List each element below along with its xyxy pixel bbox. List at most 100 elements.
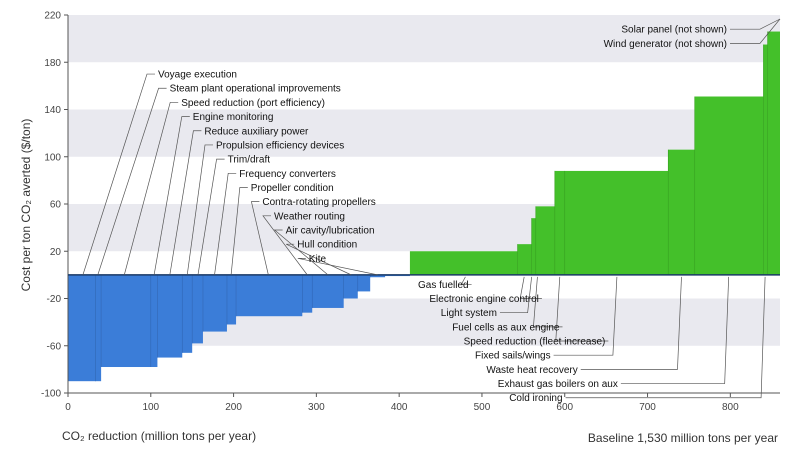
measure-label: Hull condition (297, 240, 357, 251)
x-tick-label: 400 (391, 402, 408, 413)
negative-bar (357, 274, 371, 292)
label-leader (297, 257, 378, 276)
positive-cost-bars (409, 31, 780, 275)
positive-bar (763, 44, 768, 275)
measure-label: Weather routing (274, 211, 345, 222)
measure-label: Waste heat recovery (486, 365, 577, 376)
negative-bar (370, 274, 386, 278)
label-leader (153, 116, 190, 275)
negative-bar (226, 274, 237, 325)
grid-band (68, 15, 780, 63)
negative-bar (101, 274, 151, 368)
negative-bar (202, 274, 227, 332)
y-tick-label: 20 (50, 247, 62, 258)
label-leader (97, 87, 167, 275)
measure-label: Light system (441, 308, 497, 319)
measure-label: Fixed sails/wings (475, 351, 551, 362)
measure-label: Exhaust gas boilers on aux (498, 379, 618, 390)
label-leader (730, 18, 781, 44)
x-tick-label: 500 (474, 402, 491, 413)
measure-labels: Voyage execution Steam plant operational … (158, 25, 727, 405)
measure-label: Cold ironing (509, 393, 562, 404)
axes: -100 -60 -20 20 60 100 140 180 220 0 100 200 300 400 5… (41, 11, 780, 413)
measure-label: Trim/draft (228, 155, 271, 166)
x-tick-label: 0 (65, 402, 71, 413)
positive-bar (554, 170, 565, 275)
x-tick-label: 800 (722, 402, 739, 413)
negative-bar (302, 274, 313, 313)
measure-label: Frequency converters (239, 169, 336, 180)
measure-label: Wind generator (not shown) (604, 39, 727, 50)
label-leader (197, 158, 225, 275)
negative-bar (150, 274, 158, 368)
y-axis-title: Cost per ton CO₂ averted ($/ton) (19, 119, 33, 292)
measure-label: Fuel cells as aux engine (452, 322, 560, 333)
positive-bar (409, 251, 518, 275)
x-tick-label: 700 (639, 402, 656, 413)
baseline-note: Baseline 1,530 million tons per year (588, 431, 778, 445)
measure-label: Engine monitoring (193, 112, 274, 123)
label-leader (519, 276, 542, 299)
label-leader (82, 73, 155, 275)
label-leader (565, 276, 766, 399)
label-leader (730, 18, 781, 30)
positive-bar (694, 96, 764, 275)
measure-label: Solar panel (not shown) (621, 25, 727, 36)
measure-label: Contra-rotating propellers (262, 197, 375, 208)
measure-label: Propulsion efficiency devices (216, 140, 344, 151)
positive-bar (535, 206, 555, 275)
y-tick-label: 220 (44, 11, 61, 22)
negative-bar (312, 274, 344, 308)
measure-label: Steam plant operational improvements (170, 84, 341, 95)
y-tick-label: -100 (41, 389, 61, 400)
label-leader (186, 144, 213, 275)
label-leader (555, 276, 609, 342)
y-tick-label: 60 (50, 200, 62, 211)
label-leader (123, 102, 179, 275)
positive-bar (767, 31, 780, 275)
negative-bar (95, 274, 102, 382)
negative-bar (192, 274, 203, 344)
negative-bar (157, 274, 183, 358)
measure-label: Kite (309, 254, 327, 265)
y-tick-label: 140 (44, 105, 61, 116)
label-leader (580, 276, 682, 370)
label-leader (262, 215, 308, 276)
label-leader-lines (82, 18, 781, 399)
x-tick-label: 300 (308, 402, 325, 413)
measure-label: Electronic engine control (429, 294, 539, 305)
label-leader (553, 276, 618, 356)
x-axis-title: CO₂ reduction (million tons per year) (62, 429, 256, 443)
grid-band (68, 62, 780, 110)
label-leader (214, 172, 237, 275)
x-tick-label: 600 (556, 402, 573, 413)
positive-bar (668, 149, 695, 275)
label-leader (499, 276, 532, 314)
label-leader (273, 229, 329, 276)
label-leader (230, 187, 248, 275)
y-tick-label: 180 (44, 58, 61, 69)
y-tick-label: -60 (47, 341, 62, 352)
negative-cost-bars (68, 274, 410, 382)
measure-label: Air cavity/lubrication (286, 225, 375, 236)
measure-label: Propeller condition (251, 183, 334, 194)
label-leader (533, 276, 563, 328)
measure-label: Speed reduction (fleet increase) (464, 337, 606, 348)
y-tick-label: -20 (47, 294, 62, 305)
label-leader (620, 276, 730, 384)
grid-band (68, 109, 780, 157)
x-tick-label: 100 (142, 402, 159, 413)
positive-bar (564, 170, 669, 275)
x-tick-label: 200 (225, 402, 242, 413)
positive-bar (517, 244, 532, 275)
label-leader (460, 276, 472, 285)
measure-label: Reduce auxiliary power (204, 126, 309, 137)
negative-bar (343, 274, 358, 299)
measure-label: Gas fuelled (418, 280, 469, 291)
label-leader (250, 201, 269, 275)
negative-bar (236, 274, 303, 317)
positive-bar (531, 218, 536, 275)
negative-bar (68, 274, 96, 382)
